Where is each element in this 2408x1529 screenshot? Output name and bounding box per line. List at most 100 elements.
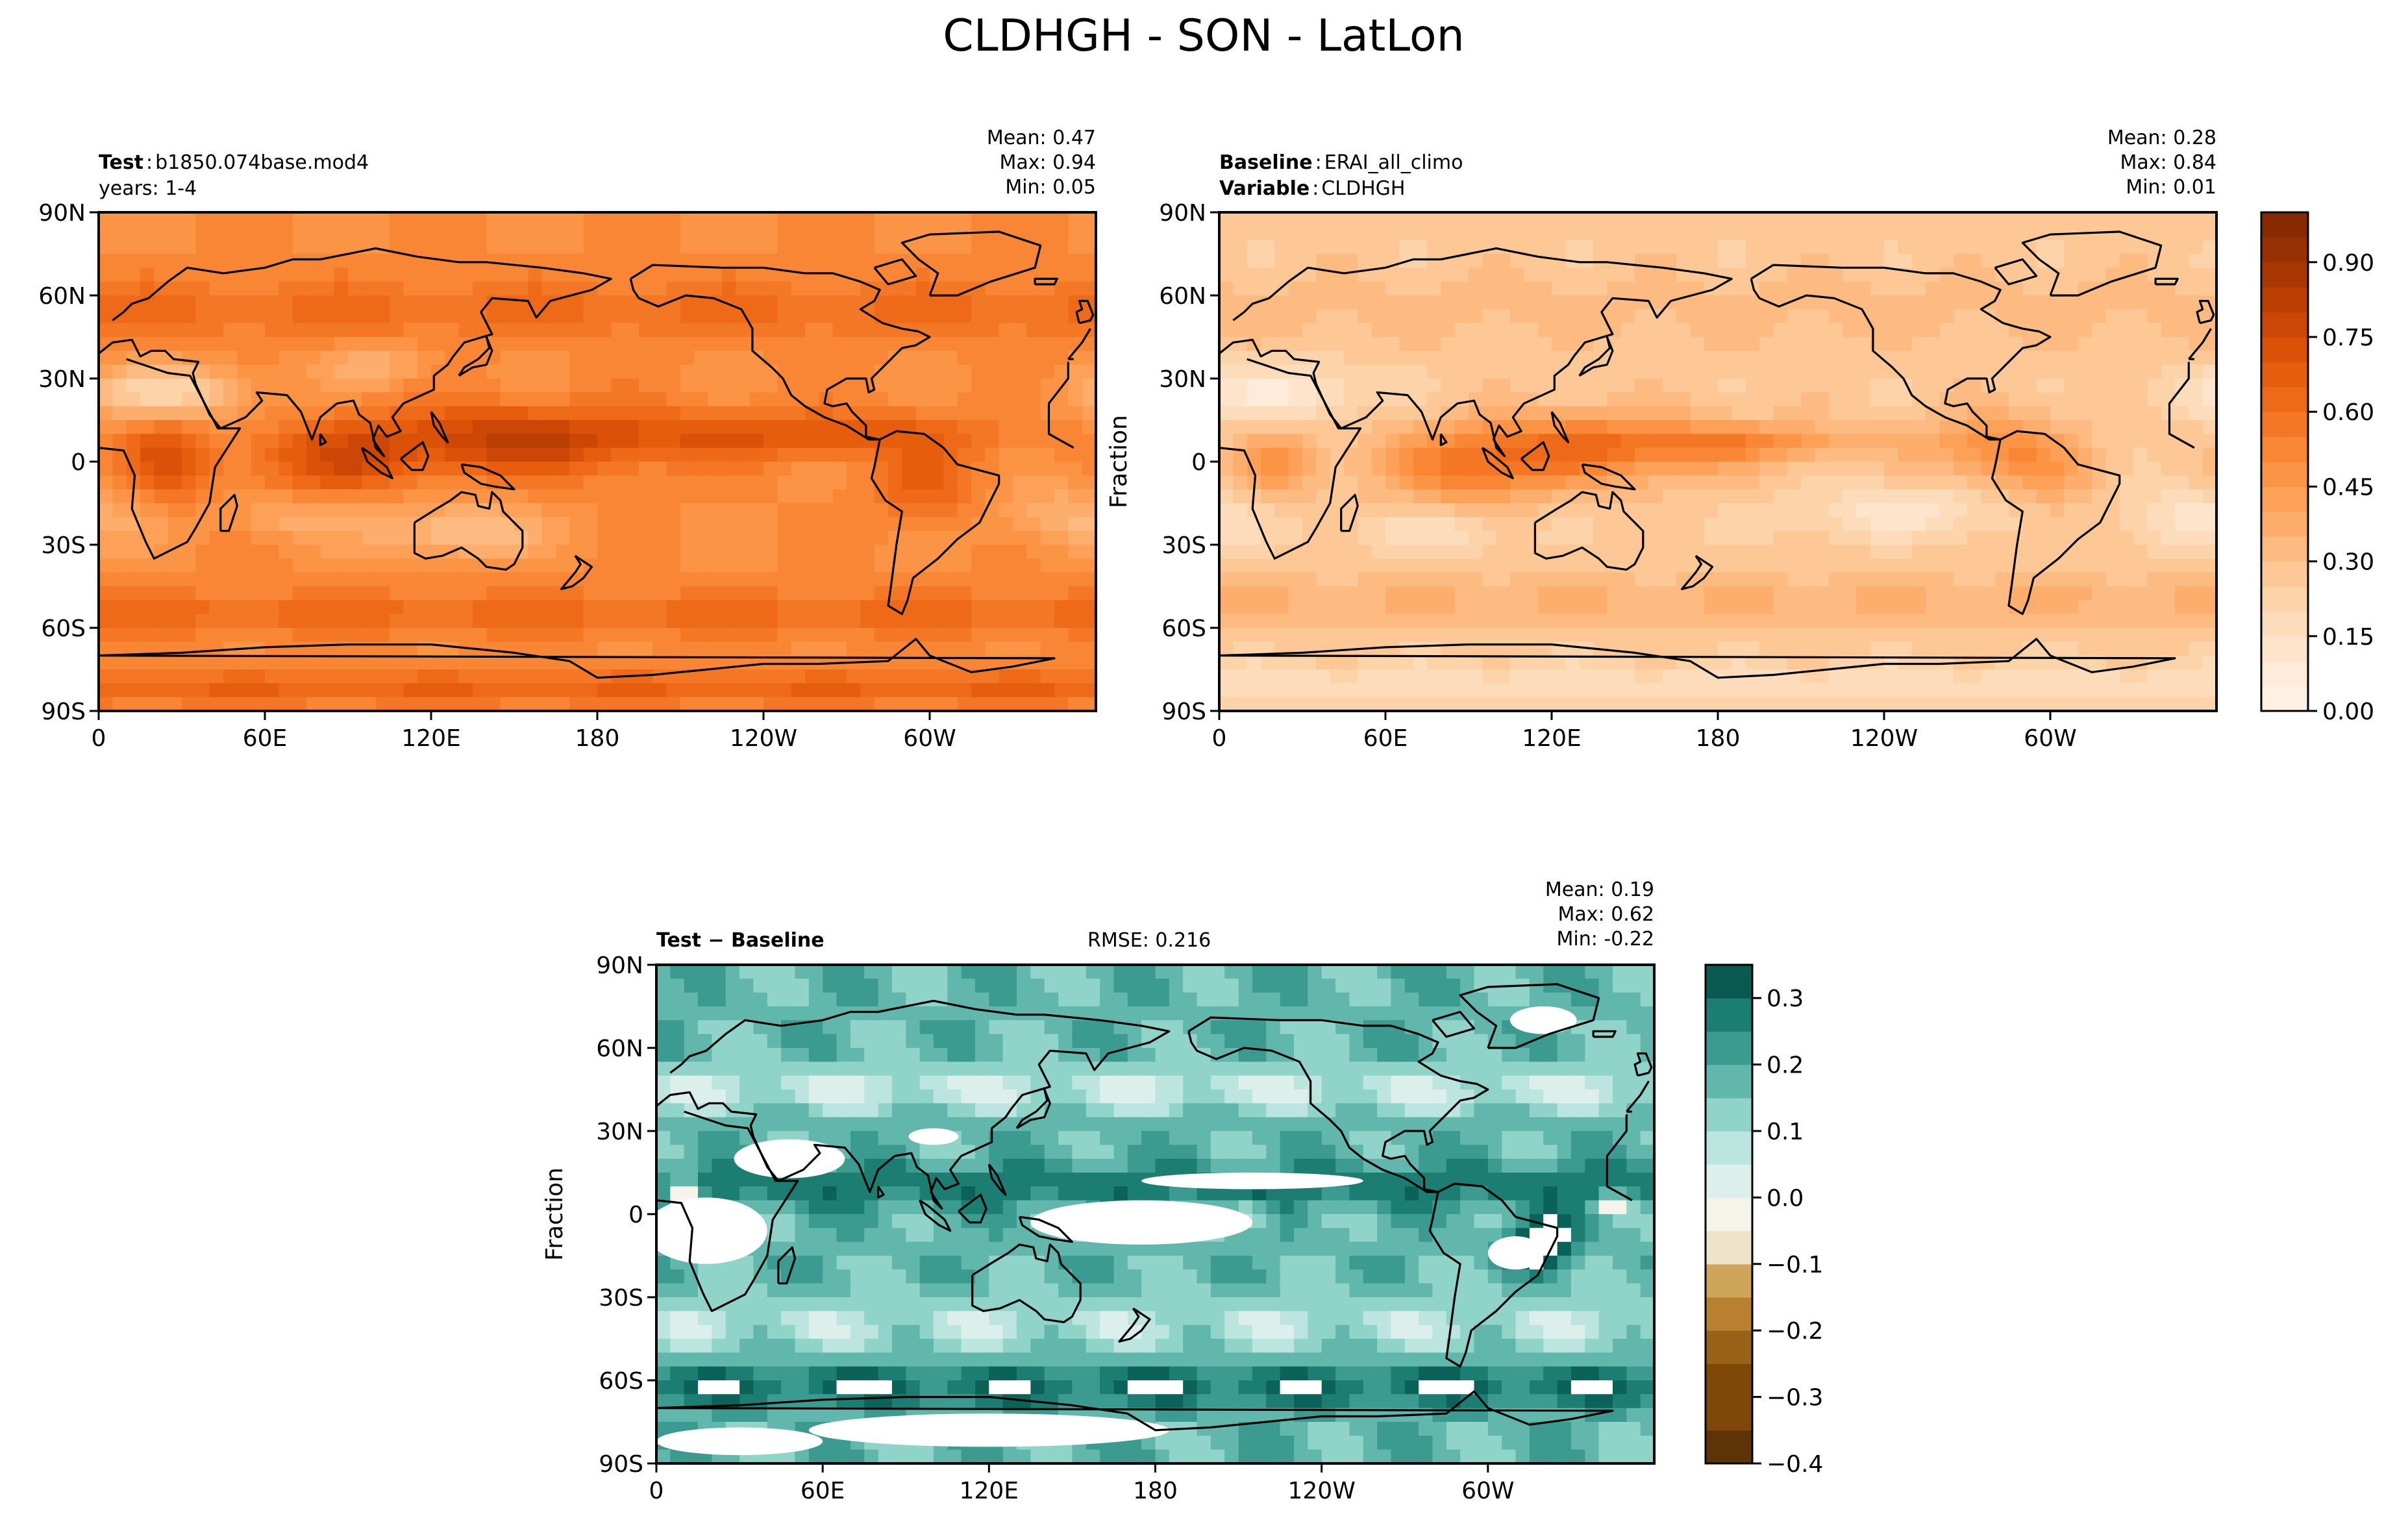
colorbar-level xyxy=(1706,1031,1752,1065)
lon-axis: 0 60E 120E 180 120W 60W xyxy=(649,1463,1515,1504)
baseline-colorbar: 0.00 0.15 0.30 0.45 0.60 0.75 0.90 xyxy=(2260,211,2374,725)
svg-text:Test:b1850.074base.mod4: Test: b1850.074base.mod4 xyxy=(99,151,369,174)
baseline-field xyxy=(1219,212,2216,711)
difference-panel: 0 60E 120E 180 120W 60W 90N 60N 30N 0 30S 60S 90S T… xyxy=(541,878,1656,1504)
lat-tick-label: 0 xyxy=(71,449,86,476)
colorbar-level xyxy=(2261,386,2308,412)
colorbar-level xyxy=(2261,412,2308,438)
variable-name: CLDHGH xyxy=(1321,177,1405,200)
test-case-name: b1850.074base.mod4 xyxy=(155,151,369,174)
colorbar-level xyxy=(2261,586,2308,612)
colorbar-level xyxy=(1706,1430,1752,1464)
lat-tick-label: 30N xyxy=(1159,366,1206,393)
lat-tick-label: 0 xyxy=(1191,449,1206,476)
lon-tick-label: 120W xyxy=(730,725,797,752)
lat-tick-label: 60S xyxy=(41,615,86,642)
lon-tick-label: 60W xyxy=(1461,1478,1514,1504)
colorbar-tick-label: 0.15 xyxy=(2322,624,2374,651)
lon-tick-label: 120E xyxy=(1522,725,1581,752)
colorbar-tick-label: 0.1 xyxy=(1767,1119,1804,1145)
baseline-max: Max: 0.84 xyxy=(2120,151,2216,174)
lon-tick-label: 60E xyxy=(801,1478,845,1504)
colorbar-level xyxy=(1706,1197,1752,1232)
lon-tick-label: 60W xyxy=(2024,725,2076,752)
colorbar-tick-label: −0.3 xyxy=(1767,1385,1823,1411)
colorbar-level xyxy=(2261,661,2308,687)
colorbar-level xyxy=(1706,1297,1752,1331)
lon-tick-label: 0 xyxy=(1212,725,1227,752)
colorbar-level xyxy=(2261,486,2308,512)
colorbar-tick-label: 0.2 xyxy=(1767,1052,1804,1079)
lat-tick-label: 90S xyxy=(599,1451,643,1478)
colorbar-level xyxy=(1706,1164,1752,1198)
lon-tick-label: 180 xyxy=(575,725,620,752)
lon-tick-label: 0 xyxy=(649,1478,664,1504)
lat-tick-label: 30N xyxy=(596,1119,643,1145)
diff-max: Max: 0.62 xyxy=(1558,903,1654,926)
lat-tick-label: 90S xyxy=(1161,699,1206,725)
lon-tick-label: 180 xyxy=(1696,725,1741,752)
lon-tick-label: 60W xyxy=(903,725,956,752)
diff-mean: Mean: 0.19 xyxy=(1545,878,1654,901)
difference-field xyxy=(656,965,1654,1463)
colorbar-level xyxy=(1706,998,1752,1032)
colorbar-level xyxy=(2261,536,2308,562)
variable-label: Variable xyxy=(1219,177,1310,200)
colorbar-level xyxy=(1706,1397,1752,1431)
lon-tick-label: 180 xyxy=(1133,1478,1178,1504)
lat-tick-label: 30S xyxy=(599,1285,643,1311)
baseline-min: Min: 0.01 xyxy=(2126,176,2216,199)
coastlines xyxy=(1219,230,2215,679)
lon-tick-label: 120W xyxy=(1288,1478,1356,1504)
lat-tick-label: 90N xyxy=(596,952,643,979)
baseline-case-name: ERAI_all_climo xyxy=(1324,151,1463,174)
lat-tick-label: 90N xyxy=(1159,200,1206,227)
lat-tick-label: 90N xyxy=(38,200,86,227)
colorbar-level xyxy=(2261,511,2308,537)
lat-tick-label: 60S xyxy=(1161,615,1206,642)
lat-tick-label: 30S xyxy=(1161,532,1206,559)
colorbar-level xyxy=(2261,262,2308,288)
difference-colorbar: −0.4 −0.3 −0.2 −0.1 0.0 0.1 0.2 0.3 xyxy=(1704,963,1823,1478)
baseline-panel: 0 60E 120E 180 120W 60W 90N 60N 30N 0 30S 60S 90S B… xyxy=(1106,127,2218,752)
rmse-label: RMSE: 0.216 xyxy=(1087,929,1211,952)
lon-axis: 0 60E 120E 180 120W 60W xyxy=(92,711,956,752)
colorbar-level xyxy=(2261,462,2308,487)
test-panel: 0 60E 120E 180 120W 60W 90N 60N 30N 0 30S 60S 90S T… xyxy=(38,127,1097,752)
test-field xyxy=(99,212,1096,711)
diff-min: Min: -0.22 xyxy=(1557,928,1655,951)
lat-axis: 90N 60N 30N 0 30S 60S 90S xyxy=(38,200,99,725)
colorbar-level xyxy=(2261,561,2308,587)
lon-axis: 0 60E 120E 180 120W 60W xyxy=(1212,711,2077,752)
lon-tick-label: 120E xyxy=(960,1478,1019,1504)
lat-tick-label: 60S xyxy=(599,1368,643,1395)
lat-tick-label: 30N xyxy=(38,366,86,393)
lat-tick-label: 90S xyxy=(41,699,86,725)
baseline-ylabel: Fraction xyxy=(1106,415,1132,508)
colorbar-tick-label: 0.75 xyxy=(2322,325,2374,351)
lon-tick-label: 120W xyxy=(1850,725,1918,752)
test-years: years: 1-4 xyxy=(99,177,197,200)
test-max: Max: 0.94 xyxy=(1000,151,1096,174)
lat-axis: 90N 60N 30N 0 30S 60S 90S xyxy=(1159,200,1219,725)
lat-tick-label: 60N xyxy=(38,283,86,310)
colorbar-level xyxy=(2261,287,2308,313)
colorbar-tick-label: −0.4 xyxy=(1767,1451,1823,1478)
coastlines xyxy=(99,230,1095,679)
colorbar-tick-label: 0.30 xyxy=(2322,549,2374,576)
lon-tick-label: 0 xyxy=(92,725,106,752)
colorbar-level xyxy=(2261,686,2308,712)
lat-tick-label: 60N xyxy=(1159,283,1206,310)
lon-tick-label: 120E xyxy=(401,725,460,752)
difference-ylabel: Fraction xyxy=(541,1167,568,1261)
colorbar-level xyxy=(1706,1363,1752,1398)
colorbar-level xyxy=(2261,436,2308,462)
test-min: Min: 0.05 xyxy=(1005,176,1096,199)
colorbar-level xyxy=(1706,1230,1752,1265)
colorbar-tick-label: −0.2 xyxy=(1767,1318,1823,1345)
colorbar-tick-label: −0.1 xyxy=(1767,1252,1823,1278)
colorbar-level xyxy=(1706,1131,1752,1165)
colorbar-level xyxy=(2261,312,2308,338)
figure-title: CLDHGH - SON - LatLon xyxy=(943,10,1464,62)
